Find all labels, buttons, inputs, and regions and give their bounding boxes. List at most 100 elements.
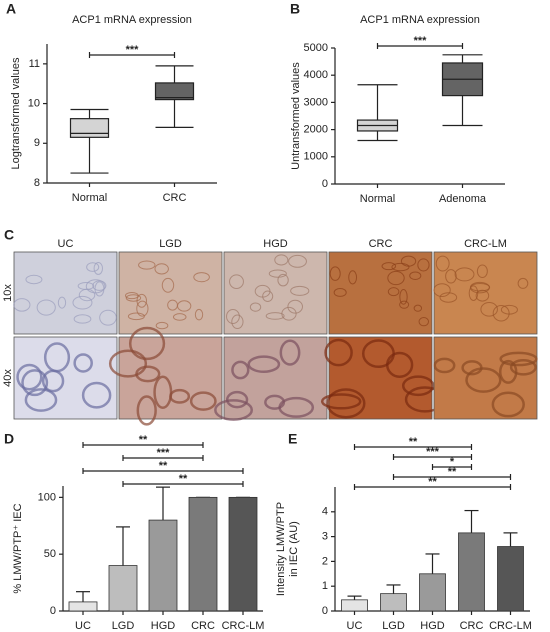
tissue-texture [277, 273, 289, 287]
tissue-texture [265, 312, 285, 320]
tissue-texture [268, 269, 287, 278]
y-tick-label: 10 [28, 97, 40, 109]
micrograph [328, 251, 433, 335]
y-tick-label: 8 [34, 177, 40, 189]
tissue-texture [469, 281, 490, 294]
tissue-texture [262, 290, 274, 302]
x-tick-label: UC [75, 620, 91, 632]
tissue-texture [231, 360, 250, 380]
column-label: LGD [159, 238, 182, 250]
x-tick-label: HGD [420, 620, 445, 632]
significance-label: *** [126, 44, 140, 56]
tissue-texture [391, 262, 410, 272]
tissue-texture [189, 391, 217, 411]
tissue-texture [193, 272, 210, 283]
tissue-texture [127, 312, 145, 321]
row-label: 10x [2, 284, 14, 302]
x-tick-label: LGD [382, 620, 405, 632]
tissue-texture [24, 388, 58, 412]
y-tick-label: 0 [322, 178, 328, 190]
tissue-texture [136, 395, 157, 426]
significance-label: ** [159, 460, 168, 472]
tissue-texture [92, 280, 107, 291]
row-label: 40x [2, 369, 14, 387]
tissue-texture [324, 338, 353, 367]
tissue-texture [348, 270, 358, 285]
y-tick-label: 4000 [304, 69, 328, 81]
tissue-texture [125, 294, 142, 302]
tissue-texture [274, 254, 289, 266]
bar [188, 496, 218, 612]
tissue-texture [247, 355, 281, 374]
column-label: HGD [263, 238, 288, 250]
tissue-texture [320, 393, 362, 410]
tissue-texture [326, 388, 366, 419]
tissue-texture [454, 267, 475, 282]
tissue-texture [21, 369, 49, 397]
tissue-texture [153, 375, 173, 409]
tissue-texture [13, 298, 31, 312]
x-tick-label: CRC [460, 620, 484, 632]
tissue-texture [387, 287, 400, 297]
significance-label: ** [448, 466, 457, 478]
y-tick-label: 1 [322, 580, 328, 592]
tissue-texture [517, 277, 529, 289]
tissue-texture [225, 390, 249, 409]
y-axis-label: % LMW/PTP⁺ IEC [12, 503, 24, 593]
y-tick-label: 9 [34, 137, 40, 149]
panel-letter: C [4, 227, 14, 243]
bar [108, 565, 138, 612]
tissue-texture [418, 317, 430, 327]
x-tick-label: HGD [151, 620, 176, 632]
tissue-texture [385, 351, 414, 378]
bar [458, 532, 485, 612]
bar [341, 599, 368, 612]
bar [68, 601, 98, 612]
tissue-texture [290, 285, 310, 296]
tissue-texture [154, 263, 169, 275]
tissue-texture [86, 262, 100, 272]
tissue-texture [214, 399, 253, 421]
tissue-texture [161, 277, 175, 293]
y-tick-label: 50 [44, 548, 56, 560]
significance-label: * [450, 456, 455, 468]
tissue-texture [128, 326, 166, 361]
tissue-texture [288, 254, 307, 268]
tissue-texture [81, 381, 112, 409]
tissue-texture [475, 289, 490, 302]
x-tick-label: Normal [360, 193, 395, 205]
tissue-texture [249, 302, 262, 312]
tissue-texture [138, 260, 156, 270]
tissue-texture [509, 358, 537, 376]
tissue-texture [77, 282, 95, 290]
tissue-texture [433, 283, 451, 297]
tissue-texture [287, 299, 303, 314]
tissue-texture [480, 302, 498, 317]
x-tick-label: LGD [112, 620, 135, 632]
tissue-texture [409, 271, 422, 280]
micrograph [223, 251, 328, 335]
tissue-texture [491, 391, 525, 418]
tissue-texture [399, 288, 408, 305]
bar [228, 496, 258, 612]
significance-label: *** [414, 35, 428, 47]
panel-letter: D [4, 431, 14, 447]
box [154, 82, 195, 101]
tissue-texture [492, 304, 510, 322]
tissue-texture [499, 359, 518, 384]
tissue-texture [25, 274, 43, 285]
x-tick-label: Normal [72, 192, 107, 204]
tissue-texture [136, 300, 149, 317]
chart-title: ACP1 mRNA expression [360, 14, 480, 26]
y-tick-label: 0 [50, 605, 56, 617]
tissue-texture [194, 308, 204, 321]
micrograph [433, 336, 538, 420]
x-tick-label: Adenoma [439, 193, 487, 205]
y-tick-label: 11 [29, 58, 40, 70]
tissue-texture [435, 255, 450, 272]
y-tick-label: 4 [322, 506, 328, 518]
tissue-texture [73, 353, 93, 373]
tissue-texture [264, 394, 286, 410]
y-tick-label: 2000 [304, 124, 328, 136]
